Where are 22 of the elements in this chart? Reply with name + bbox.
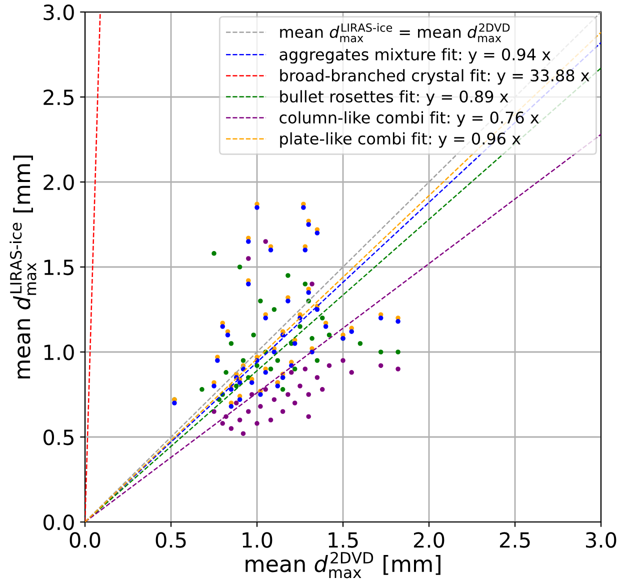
y-tick-label: 0.0 — [44, 514, 74, 530]
y-tick-label: 2.5 — [44, 89, 74, 106]
x-tick-label: 0.5 — [156, 532, 186, 548]
text: mean d$^{LIRAS-ice}$$_{max}$ [mm] — [10, 156, 36, 378]
y-tick-label: 1.0 — [44, 344, 74, 360]
text: mean d$^{2DVD}$$_{max}$ [mm] — [246, 552, 440, 578]
y-tick-label: 2.0 — [44, 174, 74, 190]
legend-label: column-like combi fit: y = 0.76 x — [280, 111, 539, 127]
text: mean d$^{LIRAS-ice}$$_{max}$ = mean d$^{2DVD}$$_{max}$ — [280, 23, 510, 42]
legend-label: bullet rosettes fit: y = 0.89 x — [280, 90, 508, 106]
x-tick-label: 0.0 — [70, 532, 100, 548]
x-tick-label: 2.0 — [414, 532, 444, 548]
x-tick-label: 3.0 — [586, 532, 616, 548]
x-tick-label: 1.5 — [328, 532, 358, 548]
legend-label: broad-branched crystal fit: y = 33.88 x — [280, 69, 590, 85]
y-tick-label: 0.5 — [44, 429, 74, 446]
y-tick-label: 1.5 — [44, 260, 74, 276]
legend-label: aggregates mixture fit: y = 0.94 x — [280, 48, 551, 64]
x-tick-label: 2.5 — [500, 532, 530, 548]
x-tick-label: 1.0 — [242, 532, 272, 548]
legend-label: plate-like combi fit: y = 0.96 x — [280, 132, 521, 148]
y-tick-label: 3.0 — [44, 4, 74, 20]
